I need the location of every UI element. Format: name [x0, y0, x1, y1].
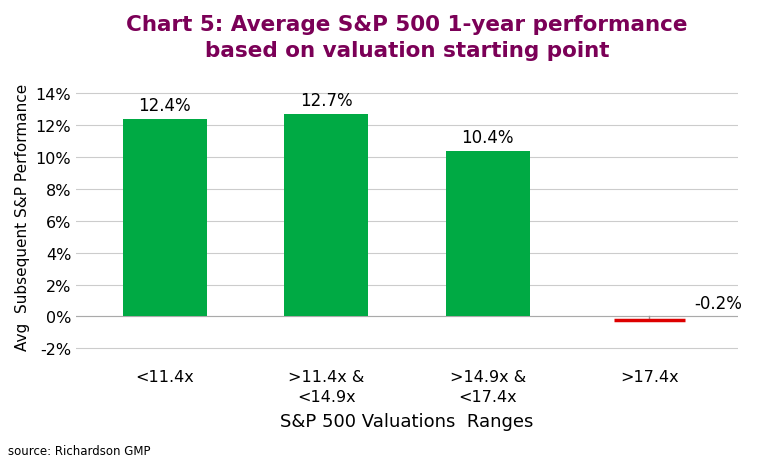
Bar [446, 151, 530, 317]
X-axis label: S&P 500 Valuations  Ranges: S&P 500 Valuations Ranges [280, 412, 533, 430]
Text: 10.4%: 10.4% [462, 129, 514, 146]
Bar [123, 120, 207, 317]
Y-axis label: Avg  Subsequent S&P Performance: Avg Subsequent S&P Performance [15, 84, 30, 351]
Text: 12.7%: 12.7% [300, 92, 353, 110]
Title: Chart 5: Average S&P 500 1-year performance
based on valuation starting point: Chart 5: Average S&P 500 1-year performa… [126, 15, 688, 61]
Text: source: Richardson GMP: source: Richardson GMP [8, 444, 150, 457]
Bar [284, 115, 368, 317]
Text: 12.4%: 12.4% [139, 97, 191, 115]
Text: -0.2%: -0.2% [694, 294, 742, 312]
